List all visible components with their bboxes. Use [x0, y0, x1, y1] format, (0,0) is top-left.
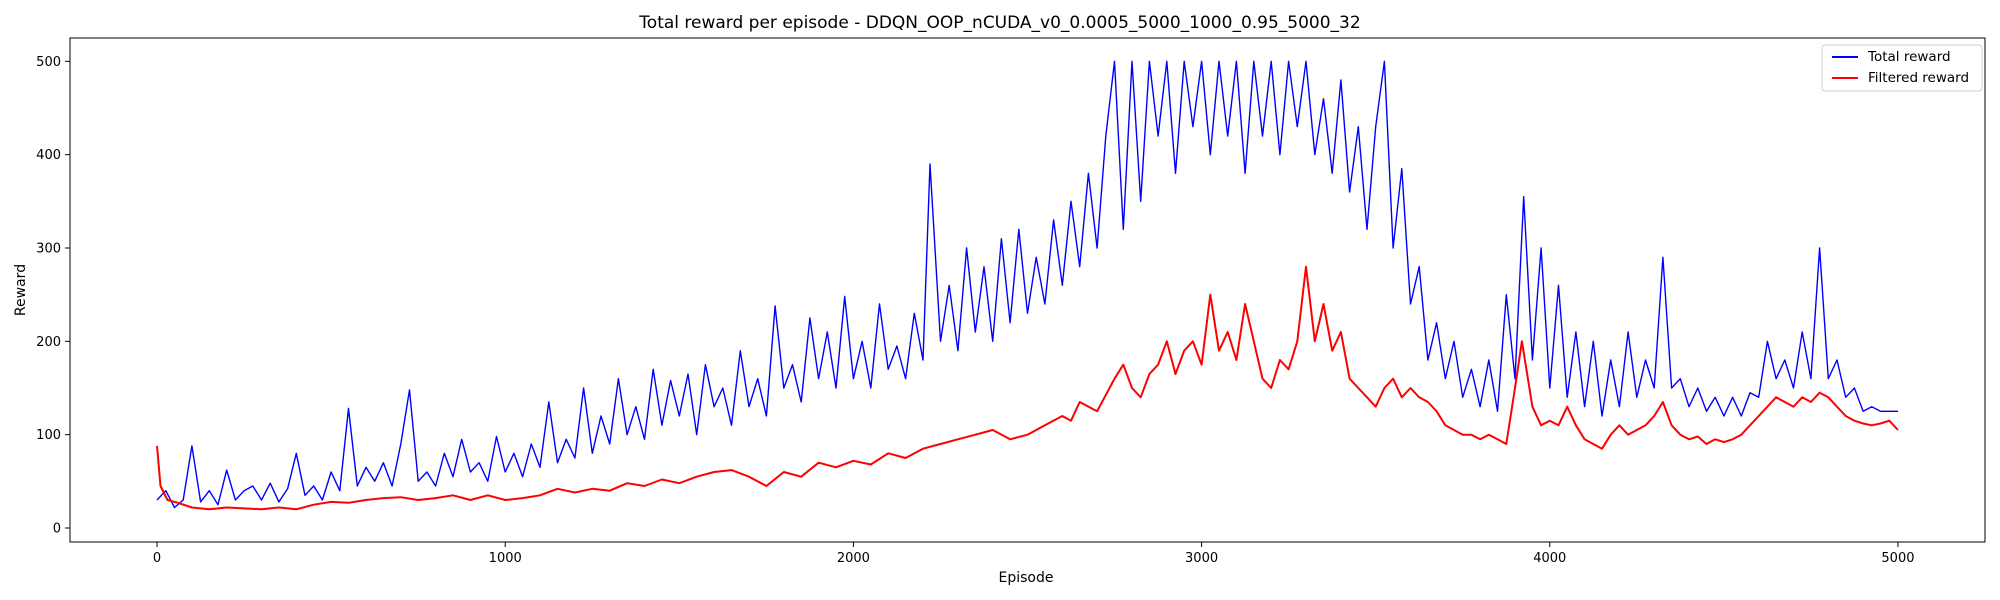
plot-frame [69, 37, 1986, 543]
x-tick-label: 5000 [1881, 551, 1914, 566]
x-tick-label: 1000 [489, 551, 522, 566]
y-axis: 0 100 200 300 400 500 [36, 55, 70, 537]
legend-label-filtered: Filtered reward [1868, 70, 1969, 86]
y-tick-label: 200 [36, 335, 61, 350]
series-filtered-reward [156, 265, 1899, 511]
x-tick-label: 4000 [1533, 551, 1566, 566]
x-axis-label: Episode [999, 570, 1054, 586]
x-axis: 0 1000 2000 3000 4000 5000 [153, 542, 1915, 566]
legend-box [1821, 44, 1983, 92]
y-tick-label: 100 [36, 428, 61, 443]
y-tick-label: 300 [36, 242, 61, 257]
x-tick-label: 2000 [837, 551, 870, 566]
x-tick-label: 0 [153, 551, 161, 566]
chart-title: Total reward per episode - DDQN_OOP_nCUD… [638, 13, 1360, 33]
y-axis-label: Reward [13, 264, 29, 316]
legend-label-total: Total reward [1867, 49, 1951, 65]
y-tick-label: 400 [36, 148, 61, 163]
y-tick-label: 0 [53, 522, 61, 537]
series-total-reward [156, 60, 1898, 509]
x-tick-label: 3000 [1185, 551, 1218, 566]
plot-area [69, 37, 1986, 543]
legend: Total reward Filtered reward [1821, 44, 1983, 92]
series-layer [156, 60, 1899, 511]
y-tick-label: 500 [36, 55, 61, 70]
